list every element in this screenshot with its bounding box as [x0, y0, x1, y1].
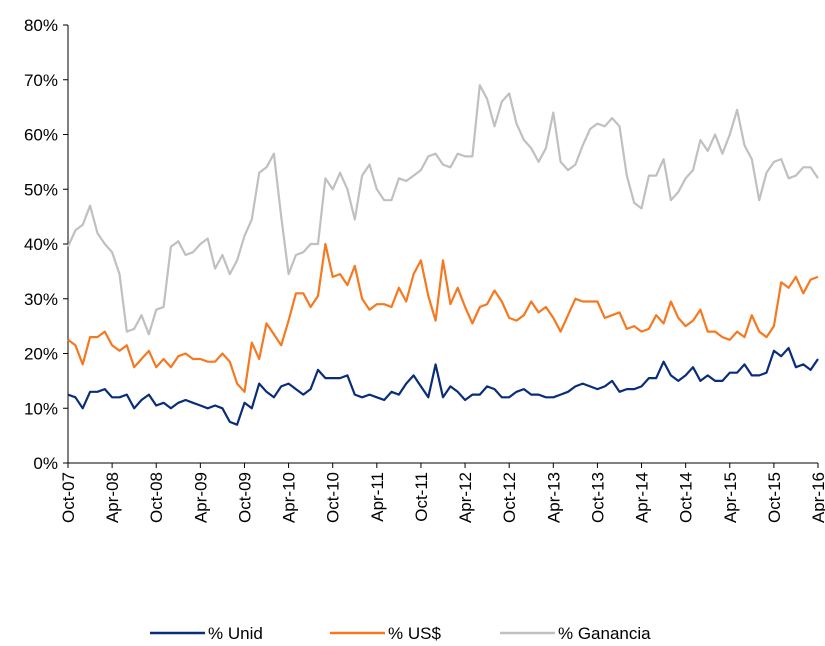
- y-tick-label: 70%: [24, 71, 58, 90]
- y-tick-label: 30%: [24, 290, 58, 309]
- x-tick-label: Oct-11: [412, 472, 431, 522]
- y-tick-label: 20%: [24, 345, 58, 364]
- y-tick-label: 60%: [24, 126, 58, 145]
- legend-label: % Ganancia: [558, 624, 651, 643]
- y-tick-label: 80%: [24, 16, 58, 35]
- x-tick-label: Oct-14: [677, 472, 696, 523]
- x-tick-label: Apr-08: [103, 472, 122, 523]
- series-line: [67, 242, 819, 393]
- y-tick-label: 0%: [33, 454, 58, 473]
- x-tick-label: Oct-08: [147, 472, 166, 523]
- x-tick-label: Apr-13: [544, 472, 563, 523]
- x-tick-label: Apr-15: [721, 472, 740, 523]
- series-line: [66, 84, 819, 336]
- legend-label: % Unid: [208, 624, 263, 643]
- x-tick-label: Oct-12: [500, 472, 519, 523]
- series-line: [67, 346, 819, 426]
- legend-label: % US$: [388, 624, 441, 643]
- x-tick-label: Oct-09: [235, 472, 254, 523]
- x-tick-label: Apr-10: [280, 472, 299, 523]
- x-tick-label: Oct-10: [324, 472, 343, 523]
- x-tick-label: Apr-14: [633, 472, 652, 523]
- y-tick-label: 40%: [24, 235, 58, 254]
- x-tick-label: Oct-15: [765, 472, 784, 523]
- x-tick-label: Apr-11: [368, 472, 387, 522]
- y-tick-label: 10%: [24, 399, 58, 418]
- x-tick-label: Oct-13: [588, 472, 607, 523]
- x-tick-label: Apr-16: [809, 472, 825, 523]
- x-tick-label: Apr-09: [191, 472, 210, 523]
- x-tick-label: Oct-07: [59, 472, 78, 523]
- y-tick-label: 50%: [24, 180, 58, 199]
- x-tick-label: Apr-12: [456, 472, 475, 523]
